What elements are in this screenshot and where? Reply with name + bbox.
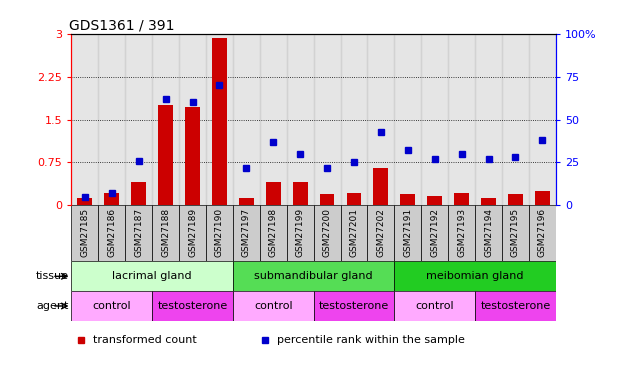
Bar (131, 183, 146, 206)
Text: GDS1361 / 391: GDS1361 / 391 (69, 19, 175, 33)
Bar (373, 168, 388, 206)
Bar (71, 206, 98, 261)
Bar (529, 206, 556, 261)
Bar (448, 206, 475, 261)
Bar (233, 261, 394, 291)
Bar (179, 34, 206, 206)
Bar (125, 206, 152, 261)
Bar (340, 34, 368, 206)
Text: meibomian gland: meibomian gland (426, 271, 524, 281)
Bar (98, 206, 125, 261)
Bar (421, 206, 448, 261)
Bar (347, 193, 361, 206)
Text: GSM27202: GSM27202 (376, 208, 386, 257)
Text: GSM27196: GSM27196 (538, 208, 547, 257)
Bar (158, 105, 173, 206)
Bar (394, 34, 421, 206)
Text: GSM27199: GSM27199 (296, 208, 305, 257)
Bar (475, 291, 556, 321)
Bar (368, 206, 394, 261)
Bar (394, 291, 475, 321)
Bar (206, 206, 233, 261)
Bar (179, 206, 206, 261)
Bar (368, 34, 394, 206)
Bar (71, 261, 233, 291)
Bar (475, 34, 502, 206)
Bar (314, 34, 340, 206)
Bar (502, 34, 529, 206)
Bar (239, 198, 254, 206)
Bar (340, 206, 368, 261)
Bar (448, 34, 475, 206)
Bar (427, 196, 442, 206)
Text: GSM27187: GSM27187 (134, 208, 143, 257)
Bar (152, 206, 179, 261)
Text: percentile rank within the sample: percentile rank within the sample (277, 335, 465, 345)
Text: control: control (93, 301, 131, 311)
Bar (401, 194, 415, 206)
Bar (454, 193, 469, 206)
Text: testosterone: testosterone (480, 301, 551, 311)
Text: GSM27197: GSM27197 (242, 208, 251, 257)
Bar (98, 34, 125, 206)
Text: testosterone: testosterone (319, 301, 389, 311)
Bar (475, 206, 502, 261)
Text: GSM27194: GSM27194 (484, 208, 493, 257)
Bar (152, 34, 179, 206)
Bar (152, 291, 233, 321)
Text: GSM27190: GSM27190 (215, 208, 224, 257)
Bar (320, 194, 335, 206)
Bar (502, 206, 529, 261)
Bar (287, 34, 314, 206)
Bar (233, 34, 260, 206)
Bar (206, 34, 233, 206)
Bar (394, 261, 556, 291)
Text: GSM27198: GSM27198 (269, 208, 278, 257)
Bar (394, 206, 421, 261)
Bar (233, 206, 260, 261)
Text: GSM27186: GSM27186 (107, 208, 116, 257)
Text: testosterone: testosterone (157, 301, 228, 311)
Bar (287, 206, 314, 261)
Text: GSM27192: GSM27192 (430, 208, 439, 257)
Bar (104, 193, 119, 206)
Text: GSM27200: GSM27200 (322, 208, 332, 257)
Bar (421, 34, 448, 206)
Bar (260, 206, 287, 261)
Text: GSM27191: GSM27191 (403, 208, 412, 257)
Bar (260, 34, 287, 206)
Text: GSM27193: GSM27193 (457, 208, 466, 257)
Bar (314, 206, 340, 261)
Bar (266, 183, 281, 206)
Text: agent: agent (37, 301, 69, 311)
Text: control: control (254, 301, 292, 311)
Text: GSM27195: GSM27195 (511, 208, 520, 257)
Bar (78, 198, 93, 206)
Bar (508, 194, 523, 206)
Text: tissue: tissue (36, 271, 69, 281)
Bar (314, 291, 394, 321)
Bar (71, 34, 98, 206)
Text: lacrimal gland: lacrimal gland (112, 271, 192, 281)
Text: submandibular gland: submandibular gland (254, 271, 373, 281)
Bar (292, 183, 307, 206)
Bar (481, 198, 496, 206)
Bar (71, 291, 152, 321)
Bar (535, 191, 550, 206)
Text: GSM27188: GSM27188 (161, 208, 170, 257)
Bar (212, 38, 227, 206)
Text: GSM27201: GSM27201 (350, 208, 358, 257)
Bar (125, 34, 152, 206)
Bar (185, 107, 200, 206)
Bar (233, 291, 314, 321)
Text: transformed count: transformed count (93, 335, 197, 345)
Text: GSM27189: GSM27189 (188, 208, 197, 257)
Text: GSM27185: GSM27185 (80, 208, 89, 257)
Bar (529, 34, 556, 206)
Text: control: control (415, 301, 454, 311)
